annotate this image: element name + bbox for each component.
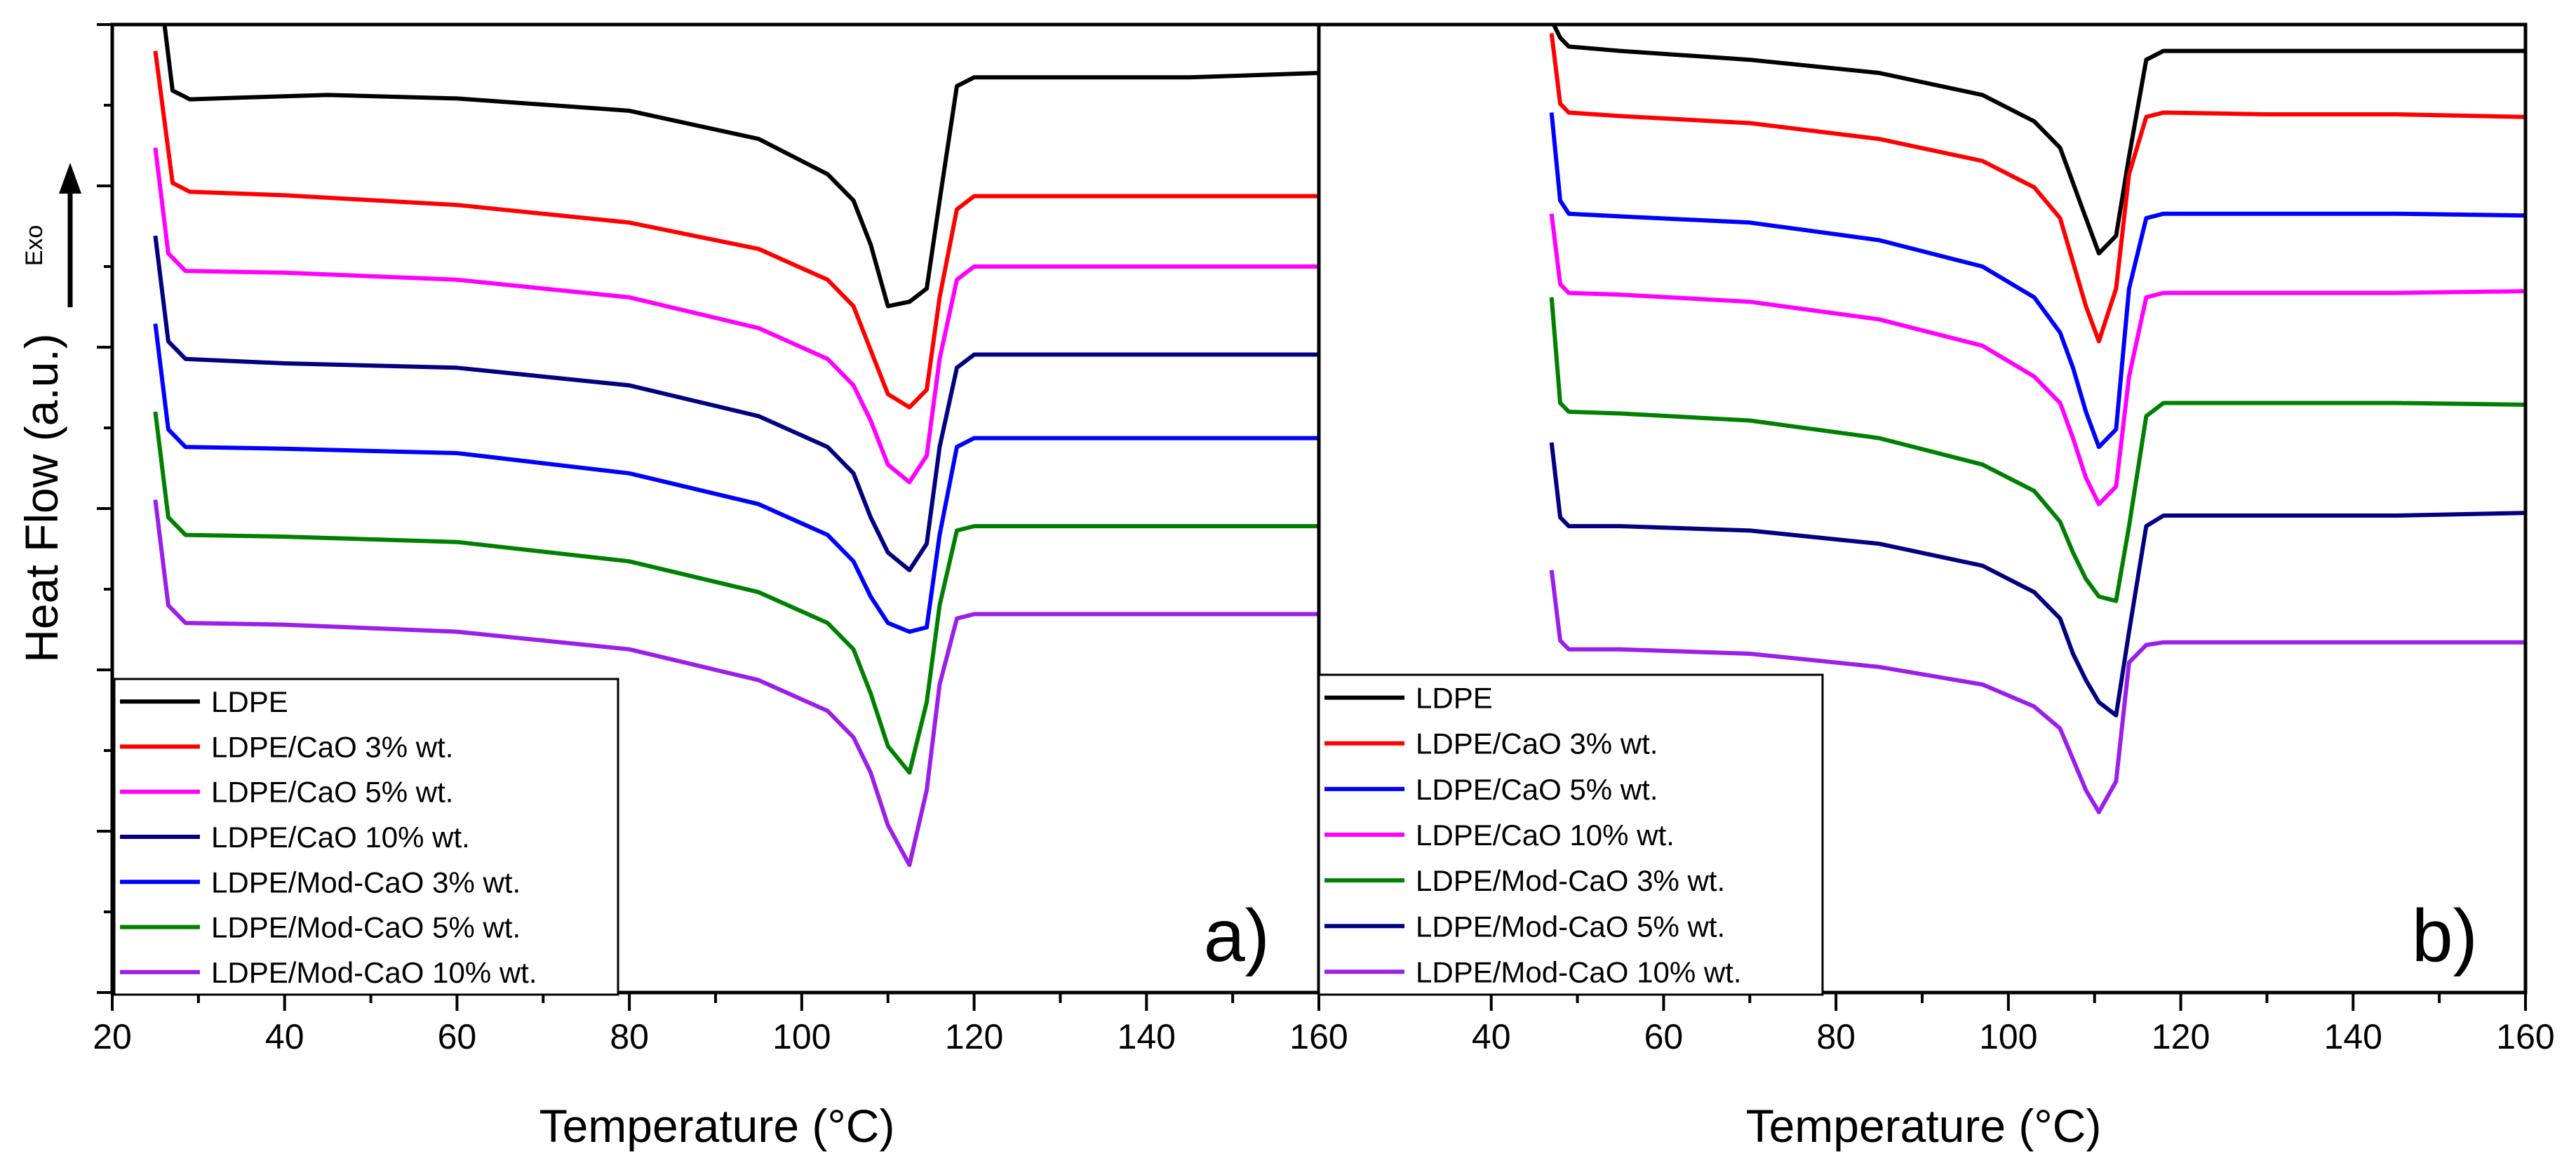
panel-a: 20 40 60 80 100 120 140 160 LDPE LDPE/CaO 3% wt.… [93, 22, 1348, 1152]
x-axis-title-a: Temperature (°C) [539, 1100, 895, 1152]
x-tick-label-a: 80 [610, 1017, 649, 1056]
x-tick-label-a: 100 [772, 1017, 831, 1056]
legend-label-b-2: LDPE/CaO 5% wt. [1416, 773, 1658, 806]
x-axis-title-b: Temperature (°C) [1746, 1100, 2102, 1152]
series-line-b-1 [1549, 33, 2525, 344]
x-tick-label-b: 100 [1979, 1017, 2037, 1056]
x-tick-label-b: 160 [2496, 1017, 2554, 1056]
exo-label: Exo [21, 225, 48, 267]
panel-label-b: b) [2412, 894, 2478, 977]
legend-b: LDPE LDPE/CaO 3% wt. LDPE/CaO 5% wt. LDPE/C… [1317, 673, 1824, 996]
legend-label-b-0: LDPE [1416, 682, 1493, 715]
series-line-a-3 [153, 235, 1319, 572]
x-tick-label-b: 40 [1472, 1017, 1511, 1056]
legend-label-a-1: LDPE/CaO 3% wt. [211, 730, 453, 763]
legend-label-b-6: LDPE/Mod-CaO 10% wt. [1416, 955, 1742, 988]
series-line-b-0 [1551, 25, 2525, 256]
legend-label-b-4: LDPE/Mod-CaO 3% wt. [1416, 864, 1725, 897]
series-line-b-5 [1549, 442, 2525, 718]
x-tick-label-a: 40 [265, 1017, 304, 1056]
legend-label-b-5: LDPE/Mod-CaO 5% wt. [1416, 910, 1725, 943]
legend-label-a-2: LDPE/CaO 5% wt. [211, 776, 453, 809]
series-line-b-2 [1549, 112, 2525, 450]
legend-label-a-6: LDPE/Mod-CaO 10% wt. [211, 956, 537, 989]
x-tick-label-b: 140 [2324, 1017, 2382, 1056]
series-line-a-1 [153, 51, 1319, 410]
legend-label-a-0: LDPE [211, 685, 288, 718]
series-line-a-0 [162, 25, 1319, 309]
panel-label-a: a) [1204, 894, 1270, 977]
legend-box-a [113, 678, 619, 996]
x-tick-label-a: 160 [1289, 1017, 1348, 1056]
legend-a: LDPE LDPE/CaO 3% wt. LDPE/CaO 5% wt. LDPE/C… [113, 678, 619, 996]
series-line-a-4 [153, 323, 1319, 634]
series-line-a-5 [153, 411, 1319, 775]
x-tick-label-b: 120 [2152, 1017, 2210, 1056]
x-tick-label-a: 140 [1118, 1017, 1176, 1056]
legend-label-a-5: LDPE/Mod-CaO 5% wt. [211, 911, 521, 944]
legend-label-b-1: LDPE/CaO 3% wt. [1416, 727, 1658, 760]
legend-label-b-3: LDPE/CaO 10% wt. [1416, 819, 1675, 852]
exo-arrow [59, 163, 81, 307]
x-tick-label-a: 20 [93, 1017, 132, 1056]
x-tick-label-b: 60 [1644, 1017, 1684, 1056]
series-line-b-4 [1549, 297, 2525, 603]
series-line-a-2 [153, 147, 1319, 485]
series-line-b-3 [1549, 213, 2525, 506]
legend-label-a-4: LDPE/Mod-CaO 3% wt. [211, 866, 521, 899]
legend-label-a-3: LDPE/CaO 10% wt. [211, 821, 470, 854]
y-axis-title: Heat Flow (a.u.) [15, 333, 67, 662]
series-line-a-6 [153, 499, 1319, 868]
x-tick-label-a: 120 [945, 1017, 1003, 1056]
x-tick-label-a: 60 [438, 1017, 477, 1056]
x-tick-label-b: 80 [1816, 1017, 1856, 1056]
series-line-b-6 [1549, 570, 2525, 814]
